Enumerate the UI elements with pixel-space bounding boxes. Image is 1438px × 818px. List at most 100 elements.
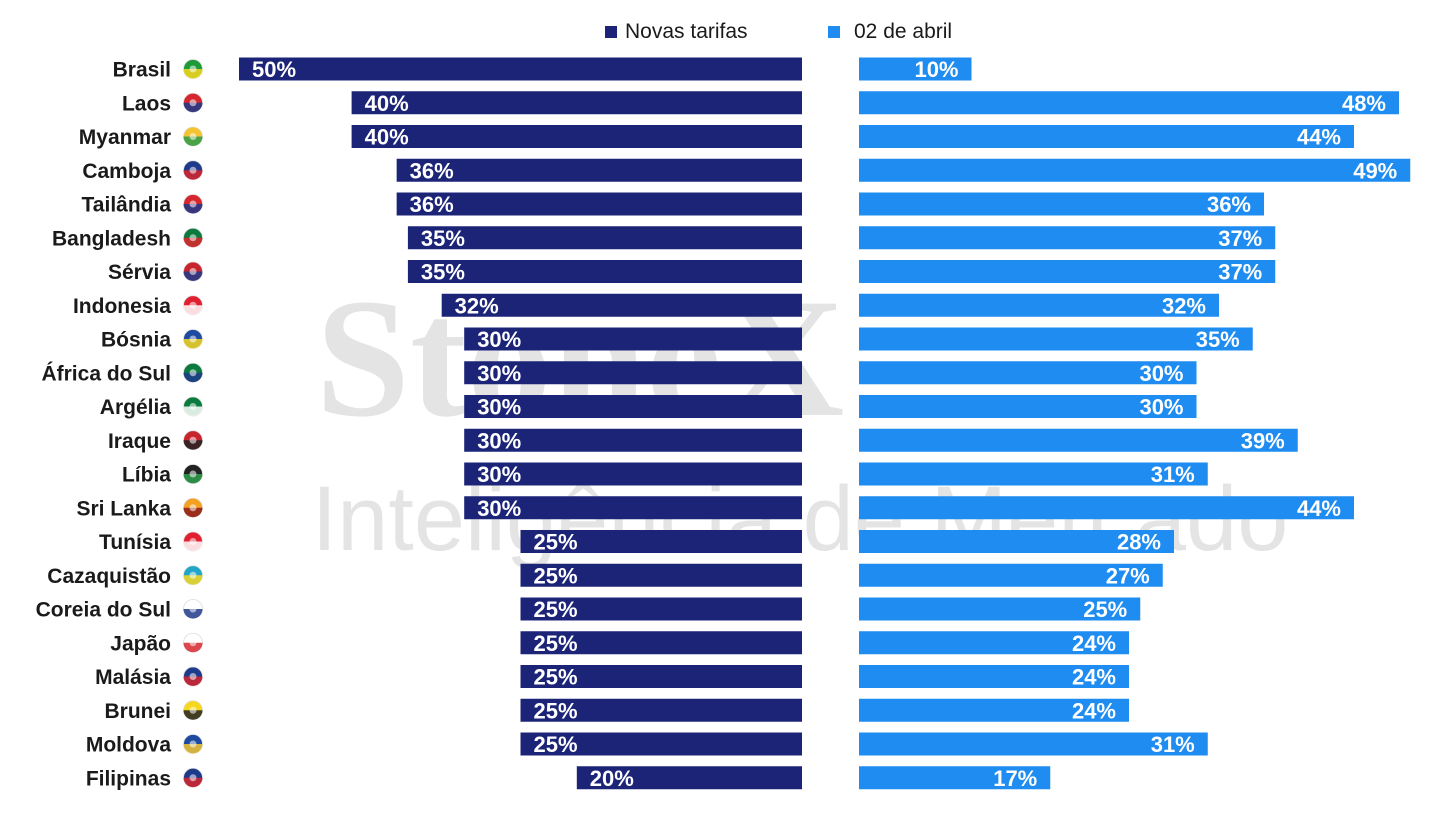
bar-02-de-abril [859, 665, 1129, 688]
bar-novas-tarifas [396, 192, 802, 216]
bar-02-de-abril [859, 597, 1141, 621]
bar-02-de-abril [859, 428, 1298, 452]
malaysia-flag-icon [183, 666, 203, 687]
bar-novas-tarifas [239, 57, 802, 81]
chart-row: Brasil 50% 10% [113, 57, 972, 82]
value-label-novas-tarifas: 25% [534, 530, 578, 555]
chart-row: Bangladesh 35% 37% [52, 226, 1276, 251]
bar-novas-tarifas [464, 361, 802, 385]
chart-rows: Brasil 50% 10% Laos 40% 48% Myanmar 40% 44% Cambo… [36, 57, 1411, 791]
category-label: Moldova [86, 734, 171, 757]
legend-item-new: Novas tarifas [605, 20, 748, 44]
bar-novas-tarifas [464, 327, 802, 351]
value-label-02-de-abril: 31% [1151, 732, 1195, 757]
flag-emblem [189, 740, 197, 748]
value-label-02-de-abril: 49% [1353, 158, 1397, 183]
value-label-02-de-abril: 27% [1106, 563, 1150, 588]
category-label: Camboja [82, 160, 171, 183]
bar-02-de-abril [859, 732, 1208, 756]
bar-novas-tarifas [520, 665, 802, 688]
category-label: Tailândia [82, 194, 172, 217]
algeria-flag-icon [183, 396, 203, 417]
value-label-02-de-abril: 30% [1139, 361, 1183, 386]
flag-emblem [189, 403, 197, 410]
chart-row: África do Sul 30% 30% [41, 361, 1197, 386]
flag-band [183, 642, 203, 653]
bar-novas-tarifas [351, 91, 802, 115]
value-label-novas-tarifas: 30% [477, 395, 521, 420]
flag-emblem [189, 335, 197, 343]
bar-novas-tarifas [464, 462, 802, 486]
chart-row: Coreia do Sul 25% 25% [36, 597, 1141, 622]
bar-novas-tarifas [520, 530, 802, 553]
category-label: Filipinas [86, 767, 171, 790]
bosnia-flag-icon [183, 329, 203, 349]
value-label-novas-tarifas: 40% [365, 125, 409, 150]
philippines-flag-icon [183, 767, 203, 788]
value-label-novas-tarifas: 35% [421, 260, 465, 285]
bar-02-de-abril [859, 125, 1354, 148]
bar-02-de-abril [859, 158, 1411, 182]
chart-row: Filipinas 20% 17% [86, 766, 1051, 791]
flag-emblem [189, 673, 197, 680]
value-label-novas-tarifas: 25% [534, 732, 578, 757]
flag-emblem [189, 639, 197, 647]
bar-02-de-abril [859, 563, 1163, 587]
value-label-novas-tarifas: 30% [477, 428, 521, 453]
chart-row: Tailândia 36% 36% [82, 192, 1264, 217]
flag-band [183, 474, 203, 484]
flag-emblem [189, 436, 197, 444]
value-label-02-de-abril: 17% [993, 766, 1037, 791]
south-korea-flag-icon [183, 599, 203, 619]
value-label-02-de-abril: 44% [1297, 125, 1341, 150]
flag-emblem [189, 268, 197, 275]
chart-row: Camboja 36% 49% [82, 158, 1411, 183]
sri-lanka-flag-icon [183, 497, 203, 518]
flag-emblem [189, 65, 197, 73]
bar-novas-tarifas [520, 631, 802, 655]
bar-novas-tarifas [464, 496, 802, 520]
category-label: Japão [110, 632, 171, 655]
value-label-novas-tarifas: 30% [477, 462, 521, 487]
bar-02-de-abril [859, 395, 1197, 418]
value-label-novas-tarifas: 32% [455, 293, 499, 318]
flag-band [183, 170, 203, 180]
flag-band [183, 305, 203, 315]
flag-emblem [189, 133, 197, 140]
flag-band [183, 440, 203, 450]
flag-emblem [189, 538, 197, 545]
flag-emblem [189, 470, 197, 478]
legend-swatch-old [828, 26, 840, 38]
value-label-02-de-abril: 24% [1072, 631, 1116, 656]
flag-band [183, 744, 203, 754]
flag-emblem [189, 504, 197, 512]
category-label: África do Sul [41, 362, 171, 385]
bar-novas-tarifas [441, 293, 802, 317]
chart-row: Bósnia 30% 35% [101, 327, 1253, 352]
flag-band [183, 204, 203, 214]
value-label-novas-tarifas: 25% [534, 597, 578, 622]
japan-flag-icon [183, 632, 203, 653]
flag-emblem [189, 571, 197, 579]
value-label-02-de-abril: 31% [1151, 462, 1195, 487]
bar-novas-tarifas [407, 226, 802, 250]
value-label-novas-tarifas: 30% [477, 496, 521, 521]
myanmar-flag-icon [183, 126, 203, 147]
category-label: Myanmar [79, 126, 171, 149]
category-label: Cazaquistão [47, 565, 171, 588]
value-label-02-de-abril: 24% [1072, 665, 1116, 690]
category-label: Tunísia [99, 531, 171, 554]
laos-flag-icon [183, 92, 203, 113]
south-africa-flag-icon [183, 362, 203, 383]
flag-band [183, 507, 203, 518]
value-label-novas-tarifas: 30% [477, 361, 521, 386]
value-label-02-de-abril: 39% [1241, 428, 1285, 453]
category-label: Brasil [113, 59, 171, 82]
bar-02-de-abril [859, 496, 1354, 520]
bar-novas-tarifas [464, 395, 802, 418]
flag-band [183, 372, 203, 383]
flag-band [183, 136, 203, 146]
chart-row: Moldova 25% 31% [86, 732, 1208, 757]
flag-band [183, 541, 203, 551]
bar-02-de-abril [859, 91, 1399, 115]
